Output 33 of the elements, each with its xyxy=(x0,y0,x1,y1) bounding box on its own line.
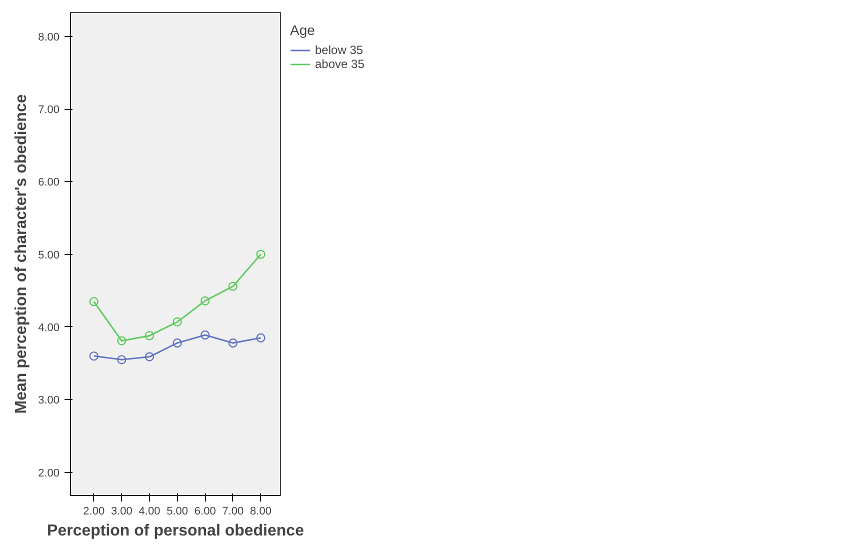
legend-label: above 35 xyxy=(315,57,364,71)
y-tick-label: 6.00 xyxy=(38,176,60,189)
point xyxy=(144,352,154,362)
point xyxy=(228,282,238,291)
y-tick-label: 4.00 xyxy=(38,322,60,334)
point xyxy=(256,333,266,342)
point xyxy=(172,317,182,327)
y-tick-label: 3.00 xyxy=(38,394,60,407)
point xyxy=(117,355,126,364)
x-tick-label: 5.00 xyxy=(166,506,188,518)
point xyxy=(256,250,266,259)
x-tick-label: 2.00 xyxy=(83,506,105,518)
y-tick-label: 8.00 xyxy=(38,31,60,44)
x-tick-label: 6.00 xyxy=(194,506,216,518)
x-tick-label: 4.00 xyxy=(138,506,160,518)
point xyxy=(228,338,238,348)
y-tick-label: 7.00 xyxy=(38,104,60,116)
legend-label: below 35 xyxy=(315,43,364,57)
point xyxy=(200,296,210,306)
point xyxy=(89,351,98,361)
legend-title: Age xyxy=(290,22,316,38)
point xyxy=(89,296,98,306)
x-tick-label: 8.00 xyxy=(250,506,272,518)
y-axis-title: Mean perception of character's obedience xyxy=(13,94,30,414)
point xyxy=(200,330,210,340)
point xyxy=(172,338,182,348)
x-tick-label: 7.00 xyxy=(222,506,244,518)
x-tick-label: 3.00 xyxy=(110,506,132,518)
point xyxy=(117,336,126,346)
y-tick-label: 5.00 xyxy=(38,249,60,262)
x-axis-title: Perception of personal obedience xyxy=(47,522,304,540)
y-tick-label: 2.00 xyxy=(38,467,60,480)
point xyxy=(144,331,154,340)
